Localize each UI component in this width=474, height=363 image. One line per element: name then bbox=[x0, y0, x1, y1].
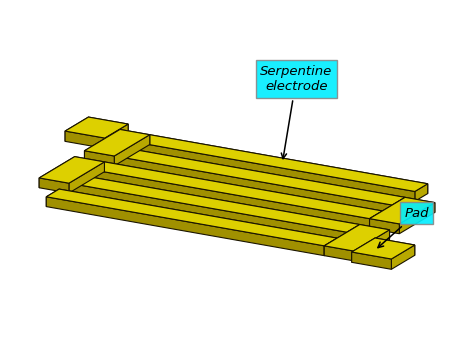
Polygon shape bbox=[324, 246, 354, 261]
Polygon shape bbox=[324, 238, 337, 256]
Polygon shape bbox=[114, 148, 127, 166]
Polygon shape bbox=[399, 203, 435, 234]
Polygon shape bbox=[46, 197, 324, 256]
Polygon shape bbox=[91, 170, 370, 228]
Polygon shape bbox=[392, 245, 415, 269]
Polygon shape bbox=[120, 130, 150, 144]
Polygon shape bbox=[39, 178, 69, 193]
Polygon shape bbox=[375, 238, 415, 255]
Polygon shape bbox=[352, 238, 375, 262]
Polygon shape bbox=[360, 225, 390, 240]
Polygon shape bbox=[39, 157, 104, 183]
Polygon shape bbox=[405, 197, 435, 212]
Polygon shape bbox=[91, 162, 104, 179]
Polygon shape bbox=[39, 157, 75, 188]
Polygon shape bbox=[105, 124, 128, 148]
Polygon shape bbox=[354, 230, 390, 261]
Polygon shape bbox=[65, 131, 105, 148]
Polygon shape bbox=[370, 219, 399, 234]
Polygon shape bbox=[370, 197, 405, 228]
Polygon shape bbox=[65, 117, 89, 141]
Polygon shape bbox=[46, 189, 337, 246]
Text: Serpentine
electrode: Serpentine electrode bbox=[260, 65, 332, 159]
Polygon shape bbox=[84, 151, 114, 166]
Polygon shape bbox=[91, 162, 383, 219]
Polygon shape bbox=[324, 225, 360, 256]
Polygon shape bbox=[104, 162, 383, 221]
Polygon shape bbox=[59, 189, 337, 248]
Polygon shape bbox=[347, 225, 360, 242]
Polygon shape bbox=[89, 117, 128, 134]
Polygon shape bbox=[114, 148, 405, 205]
Polygon shape bbox=[65, 117, 128, 138]
Polygon shape bbox=[69, 175, 82, 193]
Polygon shape bbox=[75, 157, 104, 172]
Polygon shape bbox=[84, 130, 150, 156]
Text: Pad: Pad bbox=[378, 207, 429, 248]
Polygon shape bbox=[46, 189, 59, 207]
Polygon shape bbox=[324, 225, 390, 251]
Polygon shape bbox=[69, 175, 360, 232]
Polygon shape bbox=[137, 135, 150, 152]
Polygon shape bbox=[114, 156, 392, 215]
Polygon shape bbox=[352, 238, 415, 259]
Polygon shape bbox=[127, 148, 405, 207]
Polygon shape bbox=[114, 135, 150, 166]
Polygon shape bbox=[137, 142, 415, 201]
Polygon shape bbox=[150, 135, 428, 193]
Polygon shape bbox=[370, 211, 383, 228]
Polygon shape bbox=[352, 252, 392, 269]
Polygon shape bbox=[415, 184, 428, 201]
Polygon shape bbox=[137, 135, 428, 191]
Polygon shape bbox=[370, 197, 435, 224]
Polygon shape bbox=[69, 162, 104, 193]
Polygon shape bbox=[82, 175, 360, 234]
Polygon shape bbox=[84, 130, 120, 160]
Polygon shape bbox=[69, 183, 347, 242]
Polygon shape bbox=[392, 197, 405, 215]
